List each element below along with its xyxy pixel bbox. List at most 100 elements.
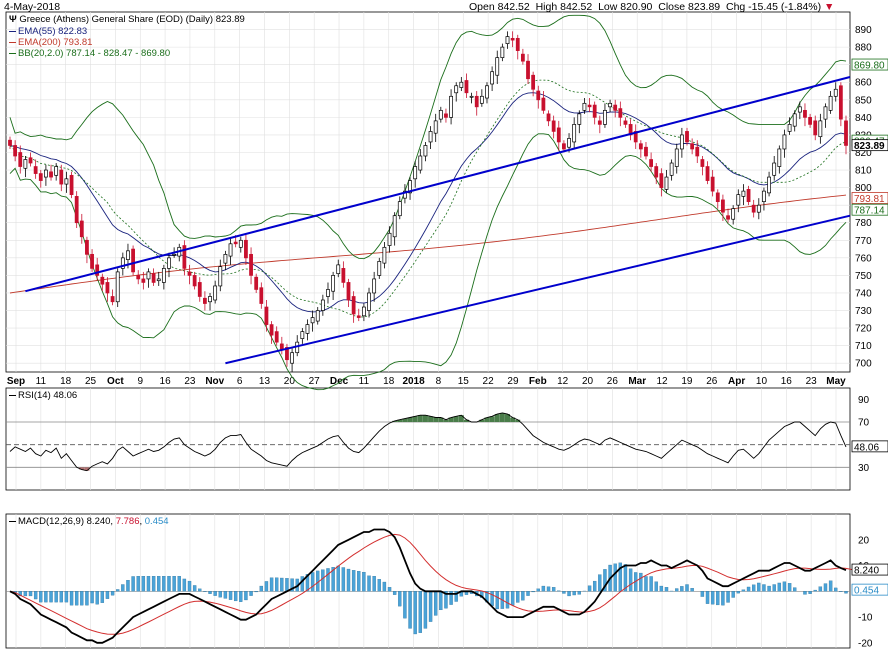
y-tick-label: 840 (855, 113, 872, 124)
high-label: High (535, 1, 558, 13)
candle-body (156, 278, 161, 282)
candle-body (392, 215, 397, 238)
macd-histogram-bar (59, 591, 63, 603)
candle-body (115, 271, 120, 303)
macd-histogram-bar (269, 577, 274, 592)
candle-body (95, 264, 100, 276)
macd-histogram-bar (787, 583, 792, 592)
x-tick-label: 23 (806, 376, 818, 387)
macd-line (9, 528, 847, 644)
candle-body (146, 271, 151, 280)
candle-body (279, 343, 284, 350)
macd-histogram-bar (628, 568, 633, 592)
candle-body (28, 157, 33, 164)
macd-histogram-bar (382, 581, 387, 592)
candle-body (85, 239, 89, 255)
candle-body (700, 159, 705, 167)
candle-body (592, 104, 597, 118)
macd-histogram-bar (844, 591, 848, 594)
x-tick-label: 11 (359, 376, 370, 387)
macd-histogram-bar (321, 569, 325, 592)
ema200-swatch-icon (9, 41, 16, 43)
candle-body (685, 131, 689, 143)
macd-histogram-bar (439, 591, 443, 611)
macd-histogram-bar (603, 569, 607, 592)
macd-histogram-bar (664, 587, 669, 592)
macd-histogram-bar (526, 591, 530, 596)
macd-histogram-bar (141, 576, 146, 592)
candle-body (505, 36, 510, 44)
macd-histogram-bar (736, 591, 740, 594)
candle-body (269, 324, 274, 336)
rsi-tick-label: 30 (858, 463, 870, 474)
candle-body (715, 192, 720, 203)
macd-histogram-bar (300, 576, 305, 592)
macd-last-value-label: 8.240 (854, 566, 879, 577)
macd-histogram-bar (705, 591, 710, 604)
macd-histogram-bar (649, 576, 653, 592)
candle-body (418, 155, 423, 171)
macd-histogram-bar (562, 591, 566, 594)
y-tick-label: 820 (855, 148, 872, 159)
x-tick-label: 15 (458, 376, 470, 387)
candle-body (623, 120, 628, 125)
candle-body (526, 60, 530, 80)
macd-histogram-bar (95, 591, 99, 605)
candle-body (520, 53, 525, 62)
x-tick-label: 9 (137, 376, 143, 387)
candle-body (577, 113, 582, 125)
macd-histogram-bar (808, 591, 812, 594)
macd-histogram-bar (198, 588, 202, 592)
candle-body (44, 169, 48, 178)
candle-body (79, 220, 84, 238)
macd-histogram-bar (326, 568, 330, 592)
ohlc-readout: Open 842.52 High 842.52 Low 820.90 Close… (469, 1, 834, 13)
candle-body (459, 81, 464, 88)
macd-histogram-bar (444, 591, 448, 609)
candle-body (423, 145, 428, 157)
last-value-label: 823.89 (854, 141, 885, 152)
macd-histogram-bar (803, 591, 807, 595)
candle-body (141, 278, 146, 283)
y-tick-label: 750 (855, 271, 872, 282)
candle-body (90, 253, 94, 269)
candle-body (408, 180, 412, 194)
x-tick-label: 12 (656, 376, 668, 387)
macd-histogram-bar (613, 563, 617, 592)
macd-histogram-bar (74, 591, 79, 606)
candle-body (74, 196, 79, 224)
macd-histogram-bar (351, 570, 356, 592)
candle-body (828, 95, 833, 111)
macd-histogram-bar (372, 576, 376, 592)
candle-body (438, 109, 443, 120)
macd-histogram-bar (495, 591, 499, 610)
candle-body (218, 266, 223, 287)
trend-line-lower (225, 214, 851, 365)
macd-histogram-bar (239, 591, 243, 602)
candle-body (377, 261, 382, 276)
candle-body (792, 113, 797, 127)
macd-histogram-bar (741, 589, 746, 592)
macd-histogram-bar (680, 586, 684, 592)
candle-body (695, 146, 700, 157)
macd-histogram-bar (64, 591, 69, 603)
y-tick-label: 720 (855, 324, 872, 335)
chg-label: Chg (725, 1, 746, 13)
y-tick-label: 800 (855, 183, 872, 194)
down-arrow-icon: ▼ (824, 1, 835, 13)
candle-body (772, 162, 777, 176)
bb-lower-line (9, 133, 847, 391)
x-tick-label: 29 (507, 376, 519, 387)
candle-body (613, 104, 618, 111)
macd-histogram-bar (757, 582, 761, 592)
macd-histogram-bar (126, 580, 130, 592)
x-tick-label: 19 (681, 376, 693, 387)
ema200-legend: EMA(200) 793.81 (9, 37, 92, 48)
x-tick-label: 2018 (402, 376, 425, 387)
macd-swatch-icon (9, 520, 16, 522)
candle-body (485, 85, 489, 99)
candle-body (126, 250, 130, 260)
candle-body (803, 109, 807, 118)
macd-histogram-bar (110, 591, 115, 596)
